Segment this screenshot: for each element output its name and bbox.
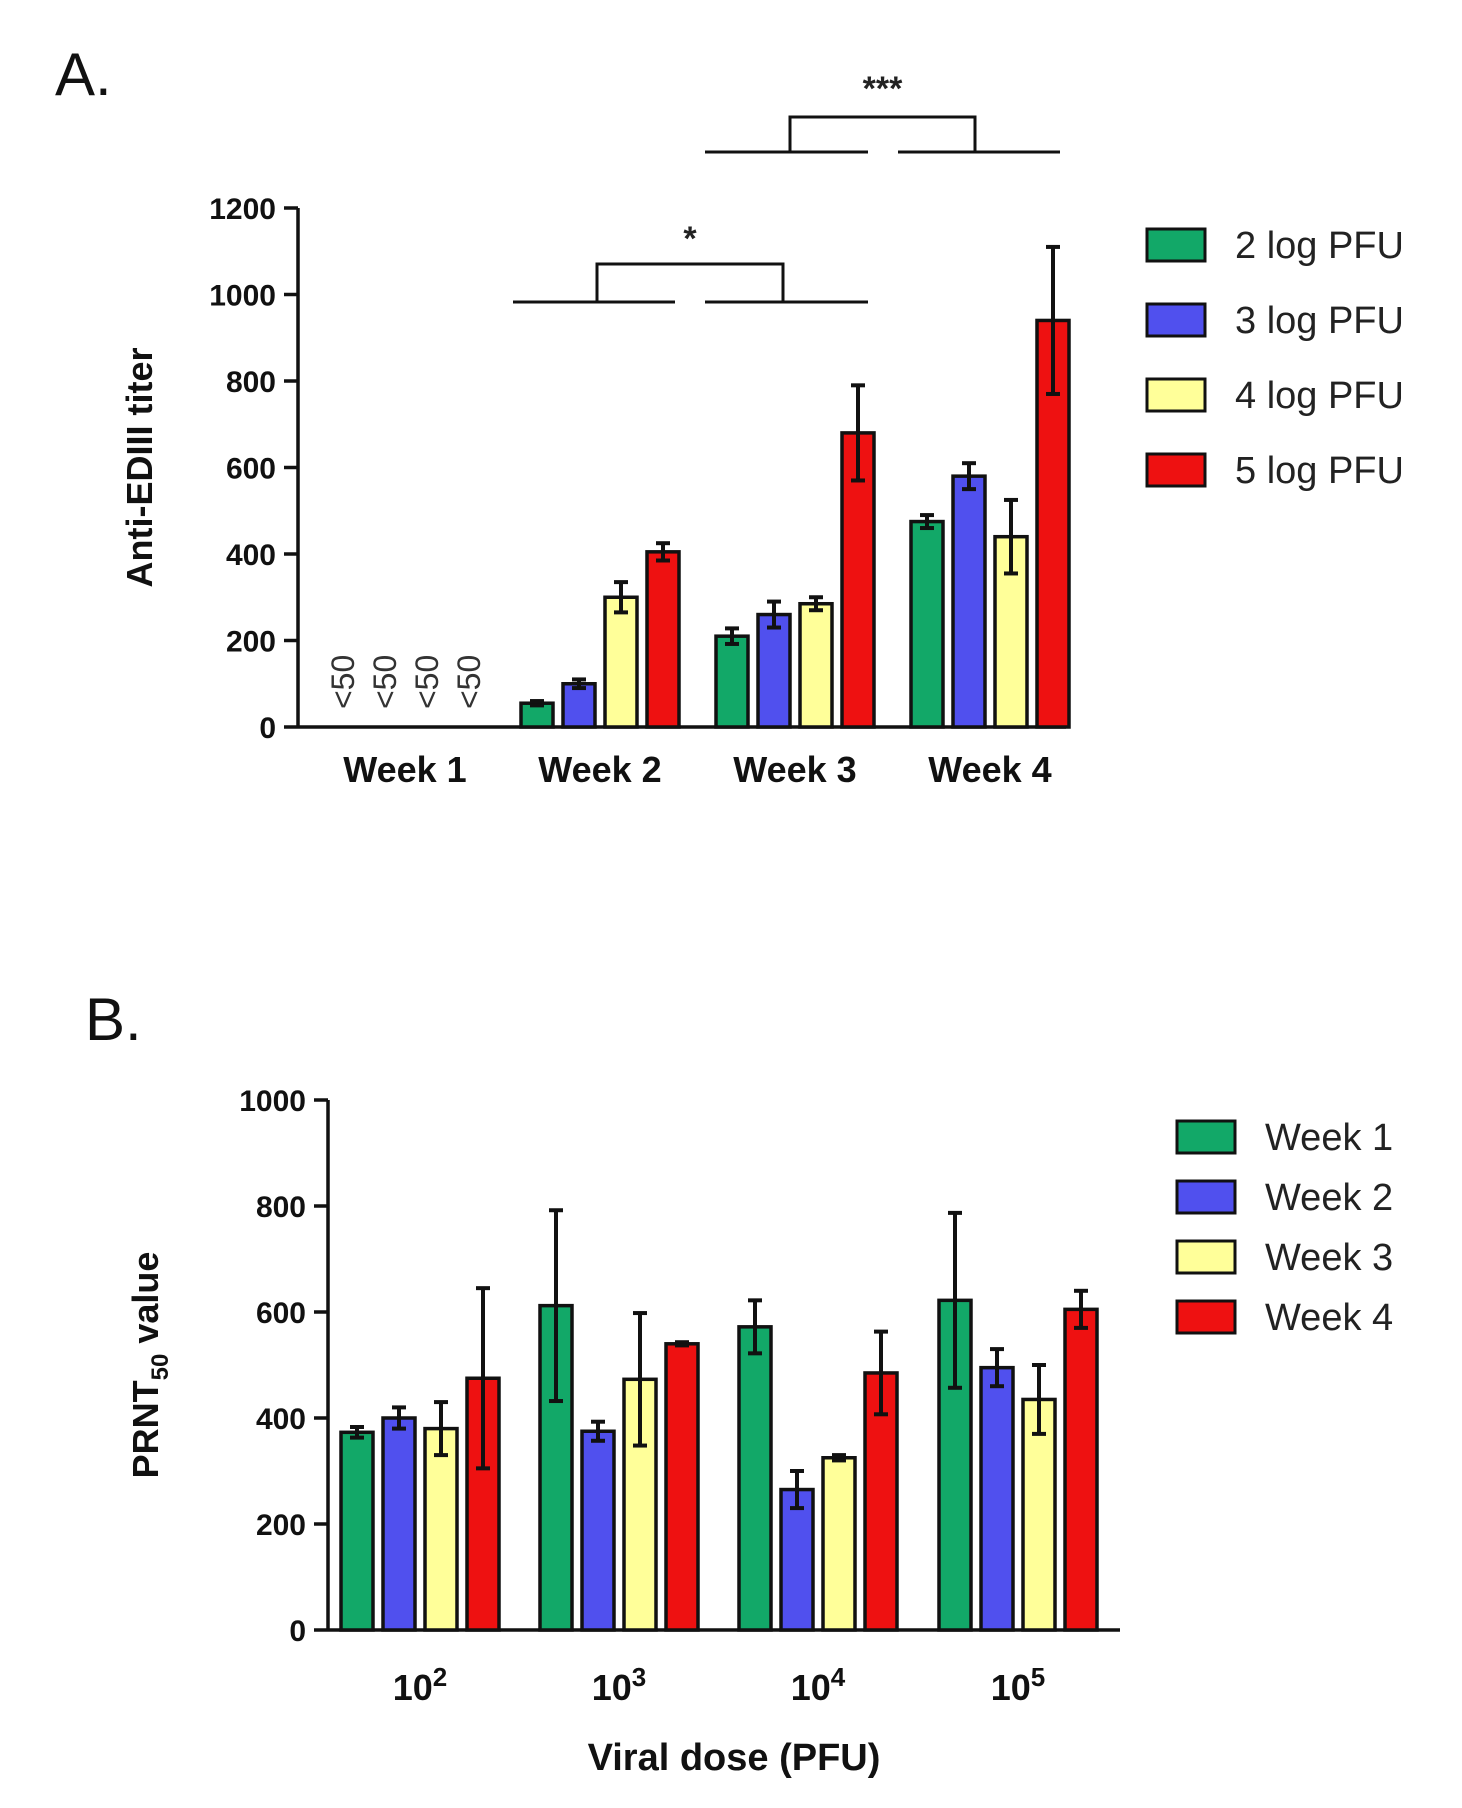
legend-label: Week 4 xyxy=(1265,1297,1393,1339)
bar xyxy=(561,682,597,729)
legend-label: Week 2 xyxy=(1265,1177,1393,1219)
x-tick-label: Week 2 xyxy=(538,749,661,790)
panel-b-chart: 0 200 400 600 800 1000 102 103 104 105 PRNT50 valu… xyxy=(125,1085,1393,1779)
bracket xyxy=(788,115,977,152)
bar xyxy=(979,1365,1015,1632)
y-tick-label: 0 xyxy=(289,1615,306,1648)
legend-swatch xyxy=(1145,302,1207,338)
significance-label: *** xyxy=(863,70,903,108)
bracket xyxy=(595,262,785,302)
below-detection-label: <50 xyxy=(451,655,487,709)
legend-swatch xyxy=(1175,1239,1237,1275)
y-tick-label: 200 xyxy=(226,626,276,659)
bar xyxy=(951,474,987,729)
y-tick-label: 1000 xyxy=(209,280,276,313)
legend-label: 5 log PFU xyxy=(1235,450,1404,492)
bar xyxy=(580,1429,616,1632)
below-detection-label: <50 xyxy=(409,655,445,709)
bar xyxy=(339,1430,375,1632)
bar xyxy=(645,550,681,729)
x-tick-label: 103 xyxy=(592,1662,647,1708)
panel-b-label: B. xyxy=(85,986,142,1053)
legend-label: Week 3 xyxy=(1265,1237,1393,1279)
bar xyxy=(756,612,792,729)
y-axis-title: Anti-EDIII titer xyxy=(119,348,160,588)
y-axis-title: PRNT50 value xyxy=(125,1252,174,1479)
legend-swatch xyxy=(1175,1179,1237,1215)
legend-swatch xyxy=(1175,1119,1237,1155)
bar xyxy=(779,1487,815,1632)
x-tick-label: 105 xyxy=(991,1662,1046,1708)
bar xyxy=(381,1416,417,1632)
bar xyxy=(798,601,834,729)
bar xyxy=(909,519,945,729)
y-tick-label: 800 xyxy=(226,366,276,399)
y-tick-label: 600 xyxy=(226,453,276,486)
y-tick-label: 1000 xyxy=(239,1085,306,1118)
x-tick-label: Week 3 xyxy=(733,749,856,790)
bar xyxy=(1063,1307,1099,1632)
bar xyxy=(423,1426,459,1632)
y-tick-label: 400 xyxy=(226,539,276,572)
bar xyxy=(603,595,639,729)
legend-label: 4 log PFU xyxy=(1235,375,1404,417)
legend-swatch xyxy=(1145,377,1207,413)
x-tick-label: 102 xyxy=(393,1662,448,1708)
x-tick-label: 104 xyxy=(791,1662,846,1708)
below-detection-label: <50 xyxy=(367,655,403,709)
below-detection-label: <50 xyxy=(325,655,361,709)
y-tick-label: 600 xyxy=(256,1297,306,1330)
legend-swatch xyxy=(1175,1299,1237,1335)
y-tick-label: 0 xyxy=(259,712,276,745)
bar xyxy=(664,1342,700,1632)
panel-a-label: A. xyxy=(55,41,112,108)
significance-label: * xyxy=(683,220,697,258)
legend-label: Week 1 xyxy=(1265,1117,1393,1159)
legend-swatch xyxy=(1145,452,1207,488)
bar xyxy=(737,1325,773,1632)
x-tick-label: Week 4 xyxy=(928,749,1051,790)
y-tick-label: 400 xyxy=(256,1403,306,1436)
bar xyxy=(840,431,876,729)
y-tick-label: 800 xyxy=(256,1191,306,1224)
legend-label: 3 log PFU xyxy=(1235,300,1404,342)
bar xyxy=(821,1456,857,1632)
y-tick-label: 1200 xyxy=(209,193,276,226)
x-tick-label: Week 1 xyxy=(343,749,466,790)
y-tick-label: 200 xyxy=(256,1509,306,1542)
legend-swatch xyxy=(1145,227,1207,263)
x-axis-title: Viral dose (PFU) xyxy=(588,1737,881,1779)
bar xyxy=(714,634,750,729)
legend-label: 2 log PFU xyxy=(1235,225,1404,267)
